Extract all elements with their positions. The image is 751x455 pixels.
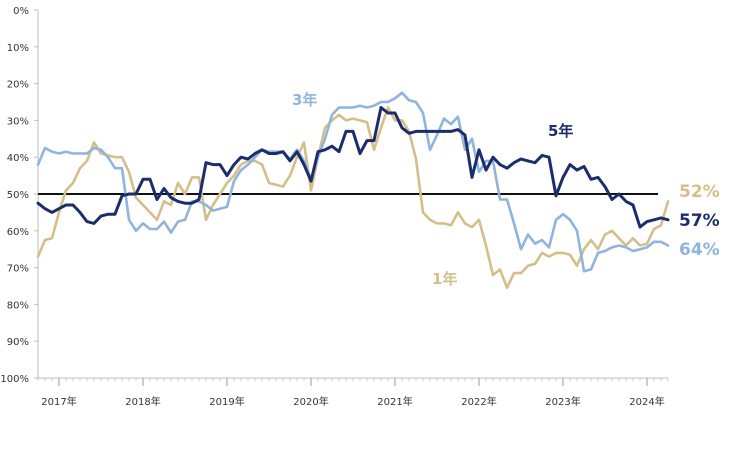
series-line-3年: [36, 91, 670, 273]
x-tick-label: 2021年: [377, 395, 412, 408]
end-value-label: 57%: [679, 211, 720, 231]
series-line-1年: [36, 106, 670, 290]
x-tick-label: 2019年: [209, 395, 244, 408]
series-name-label: 3年: [292, 91, 317, 109]
x-tick-label: 2022年: [461, 395, 496, 408]
y-tick-label: 60%: [7, 227, 29, 238]
series-name-label: 1年: [432, 270, 457, 288]
y-tick-label: 0%: [13, 6, 29, 17]
y-tick-label: 90%: [7, 337, 29, 348]
end-value-label: 52%: [679, 182, 720, 202]
y-tick-label: 100%: [0, 374, 29, 385]
y-tick-label: 40%: [7, 153, 29, 164]
x-tick-label: 2023年: [545, 395, 580, 408]
x-tick-label: 2024年: [629, 395, 664, 408]
y-tick-label: 80%: [7, 300, 29, 311]
y-tick-label: 70%: [7, 264, 29, 275]
series-name-label: 5年: [548, 122, 573, 140]
series-line-5年: [36, 106, 670, 229]
y-tick-label: 20%: [7, 80, 29, 91]
x-tick-label: 2017年: [41, 395, 76, 408]
y-tick-label: 50%: [7, 190, 29, 201]
x-tick-label: 2020年: [293, 395, 328, 408]
x-tick-label: 2018年: [125, 395, 160, 408]
y-tick-label: 10%: [7, 43, 29, 54]
end-value-label: 64%: [679, 240, 720, 260]
y-tick-label: 30%: [7, 116, 29, 127]
